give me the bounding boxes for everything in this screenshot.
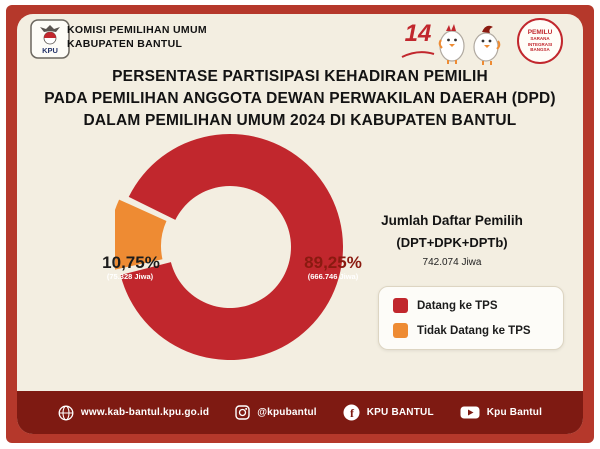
organization-name: KOMISI PEMILIHAN UMUM KABUPATEN BANTUL — [67, 23, 207, 51]
summary-heading: Jumlah Daftar Pemilih — [381, 213, 523, 228]
donut-chart — [109, 132, 345, 362]
page-title: PERSENTASE PARTISIPASI KEHADIRAN PEMILIH… — [17, 66, 583, 132]
legend-swatch-orange — [393, 323, 408, 338]
segment-pct-tidak-datang: 10,75% — [102, 253, 160, 272]
svg-text:f: f — [350, 406, 355, 420]
summary-subheading: (DPT+DPK+DPTb) — [396, 235, 508, 250]
org-name-line1: KOMISI PEMILIHAN UMUM — [67, 24, 207, 36]
chart-legend: Datang ke TPS Tidak Datang ke TPS — [378, 286, 564, 350]
anniversary-14-logo: 14 — [398, 22, 438, 64]
facebook-icon: f — [343, 404, 360, 421]
footer-instagram-label: @kpubantul — [257, 407, 317, 418]
footer-bar: www.kab-bantul.kpu.go.id @kpubantul f KP… — [17, 391, 583, 434]
anniversary-swoosh-icon — [401, 51, 435, 58]
anniversary-number: 14 — [404, 20, 432, 47]
youtube-icon — [460, 406, 480, 419]
footer-facebook: f KPU BANTUL — [343, 404, 434, 421]
legend-swatch-red — [393, 298, 408, 313]
segment-pct-datang: 89,25% — [304, 253, 362, 272]
legend-label-tidak-datang: Tidak Datang ke TPS — [417, 324, 531, 337]
kpu-logo: KPU — [30, 19, 70, 59]
badge-word-sarana: SARANA — [530, 36, 550, 42]
badge-word-integrasi: INTEGRASI — [527, 41, 553, 47]
summary-total: 742.074 Jiwa — [422, 257, 482, 268]
globe-icon — [58, 405, 74, 420]
title-line3: DALAM PEMILIHAN UMUM 2024 DI KABUPATEN B… — [83, 112, 517, 129]
legend-item-datang: Datang ke TPS — [393, 298, 549, 313]
footer-website: www.kab-bantul.kpu.go.id — [58, 405, 209, 421]
badge-word-bangsa: BANGSA — [530, 47, 550, 53]
title-line1: PERSENTASE PARTISIPASI KEHADIRAN PEMILIH — [112, 68, 488, 85]
kpu-emblem-icon: KPU — [30, 19, 70, 59]
donut-segment-datang — [120, 133, 344, 360]
footer-youtube: Kpu Bantul — [460, 405, 542, 420]
donut-svg — [109, 133, 344, 360]
legend-label-datang: Datang ke TPS — [417, 299, 498, 312]
footer-facebook-label: KPU BANTUL — [366, 407, 434, 418]
footer-website-label: www.kab-bantul.kpu.go.id — [80, 407, 210, 418]
mascot-sura-sulu-icon — [436, 20, 502, 71]
pemilu-slogan-badge: PEMILU SARANA INTEGRASI BANGSA — [517, 18, 563, 64]
segment-value-datang: (666.746 Jiwa) — [307, 272, 359, 281]
kpu-logo-label: KPU — [42, 46, 58, 55]
footer-youtube-label: Kpu Bantul — [486, 407, 543, 418]
badge-word-pemilu: PEMILU — [527, 29, 553, 37]
donut-segment-tidak-datang — [109, 199, 167, 271]
segment-value-tidak-datang: (75.328 Jiwa) — [106, 272, 154, 281]
infographic-card: KPU KOMISI PEMILIHAN UMUM KABUPATEN BANT… — [17, 14, 583, 434]
org-name-line2: KABUPATEN BANTUL — [67, 38, 183, 50]
instagram-icon — [235, 405, 250, 420]
footer-instagram: @kpubantul — [235, 405, 317, 420]
title-line2: PADA PEMILIHAN ANGGOTA DEWAN PERWAKILAN … — [44, 90, 556, 107]
legend-item-tidak-datang: Tidak Datang ke TPS — [393, 323, 549, 338]
